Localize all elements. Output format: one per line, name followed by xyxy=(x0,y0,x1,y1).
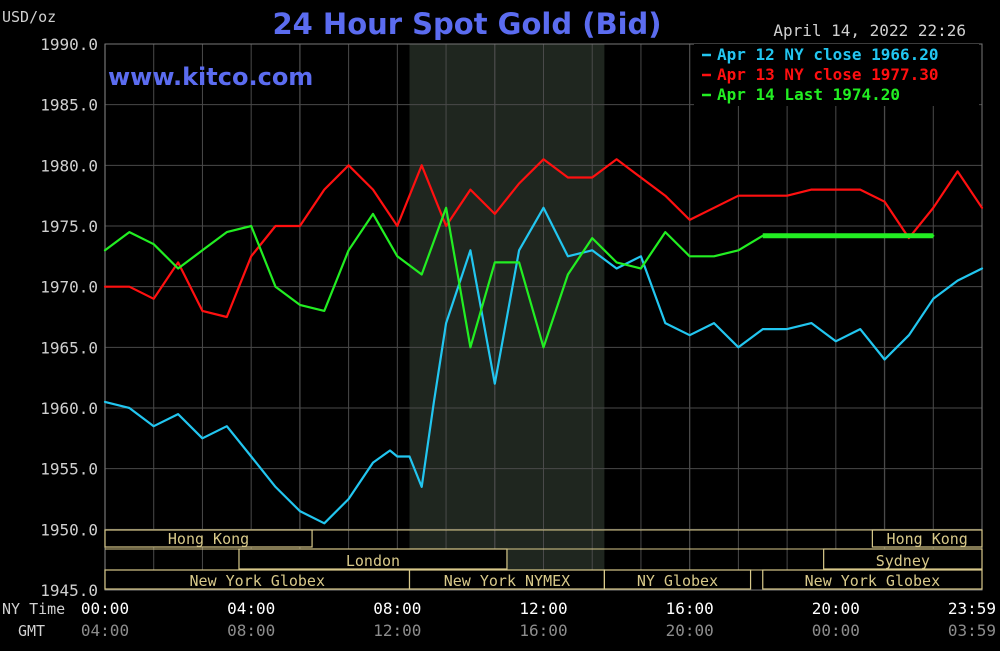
session-box xyxy=(762,569,983,590)
x-tick-label-gmt: 20:00 xyxy=(666,621,714,640)
session-label: NY Globex xyxy=(637,572,718,590)
y-tick-label: 1975.0 xyxy=(40,217,98,236)
session-label: New York Globex xyxy=(190,572,325,590)
chart-title: 24 Hour Spot Gold (Bid) xyxy=(272,7,661,41)
y-tick-label: 1990.0 xyxy=(40,35,98,54)
y-tick-label: 1965.0 xyxy=(40,338,98,357)
y-tick-label: 1985.0 xyxy=(40,96,98,115)
session-label: New York NYMEX xyxy=(444,572,570,590)
x-tick-label-ny: 04:00 xyxy=(227,599,275,618)
price-series xyxy=(103,158,984,525)
session-label: New York Globex xyxy=(805,572,940,590)
legend-entry-apr14: Apr 14 Last 1974.20 xyxy=(717,85,900,104)
x-tick-label-gmt: 03:59 xyxy=(948,621,996,640)
x-tick-label-ny: 23:59 xyxy=(948,599,996,618)
session-box xyxy=(823,548,983,570)
y-tick-label: 1960.0 xyxy=(40,399,98,418)
session-box xyxy=(238,548,508,570)
y-tick-label: 1970.0 xyxy=(40,278,98,297)
session-label: London xyxy=(346,552,400,570)
plot-frame xyxy=(104,43,983,591)
unit-label: USD/oz xyxy=(2,8,56,26)
x-axis-ticks: 00:00 04:00 08:00 12:00 16:00 20:00 23:59 04:00… xyxy=(81,599,996,640)
y-tick-label: 1980.0 xyxy=(40,156,98,175)
legend-entry-apr13: Apr 13 NY close 1977.30 xyxy=(717,65,939,84)
legend-box xyxy=(694,44,979,106)
x-tick-label-gmt: 12:00 xyxy=(373,621,421,640)
x-tick-label-gmt: 08:00 xyxy=(227,621,275,640)
legend-entry-apr12: Apr 12 NY close 1966.20 xyxy=(717,45,939,64)
market-sessions: Hong Kong Hong Kong London Sydney New York G… xyxy=(104,529,983,590)
session-box xyxy=(603,569,752,590)
timestamp: April 14, 2022 22:26 xyxy=(773,21,966,40)
session-label: Hong Kong xyxy=(168,530,249,548)
session-box xyxy=(871,529,983,548)
x-tick-label-ny: 12:00 xyxy=(519,599,567,618)
x-tick-label-gmt: 16:00 xyxy=(519,621,567,640)
x-tick-label-ny: 16:00 xyxy=(666,599,714,618)
series-line-apr12 xyxy=(103,206,984,525)
session-box xyxy=(104,529,313,548)
x-tick-label-gmt: 04:00 xyxy=(81,621,129,640)
x-tick-label-ny: 08:00 xyxy=(373,599,421,618)
y-tick-label: 1945.0 xyxy=(40,581,98,600)
x-tick-label-gmt: 00:00 xyxy=(812,621,860,640)
y-axis-ticks: 1990.0 1985.0 1980.0 1975.0 1970.0 1965.0 1960… xyxy=(40,35,98,600)
ny-time-row-label: NY Time xyxy=(2,600,65,618)
session-label: Hong Kong xyxy=(887,530,968,548)
session-label: Sydney xyxy=(876,552,930,570)
y-tick-label: 1950.0 xyxy=(40,520,98,539)
series-line-apr13 xyxy=(103,158,984,319)
x-tick-label-ny: 00:00 xyxy=(81,599,129,618)
website-watermark: www.kitco.com xyxy=(108,63,313,91)
gmt-row-label: GMT xyxy=(18,622,45,640)
x-tick-label-ny: 20:00 xyxy=(812,599,860,618)
y-tick-label: 1955.0 xyxy=(40,460,98,479)
